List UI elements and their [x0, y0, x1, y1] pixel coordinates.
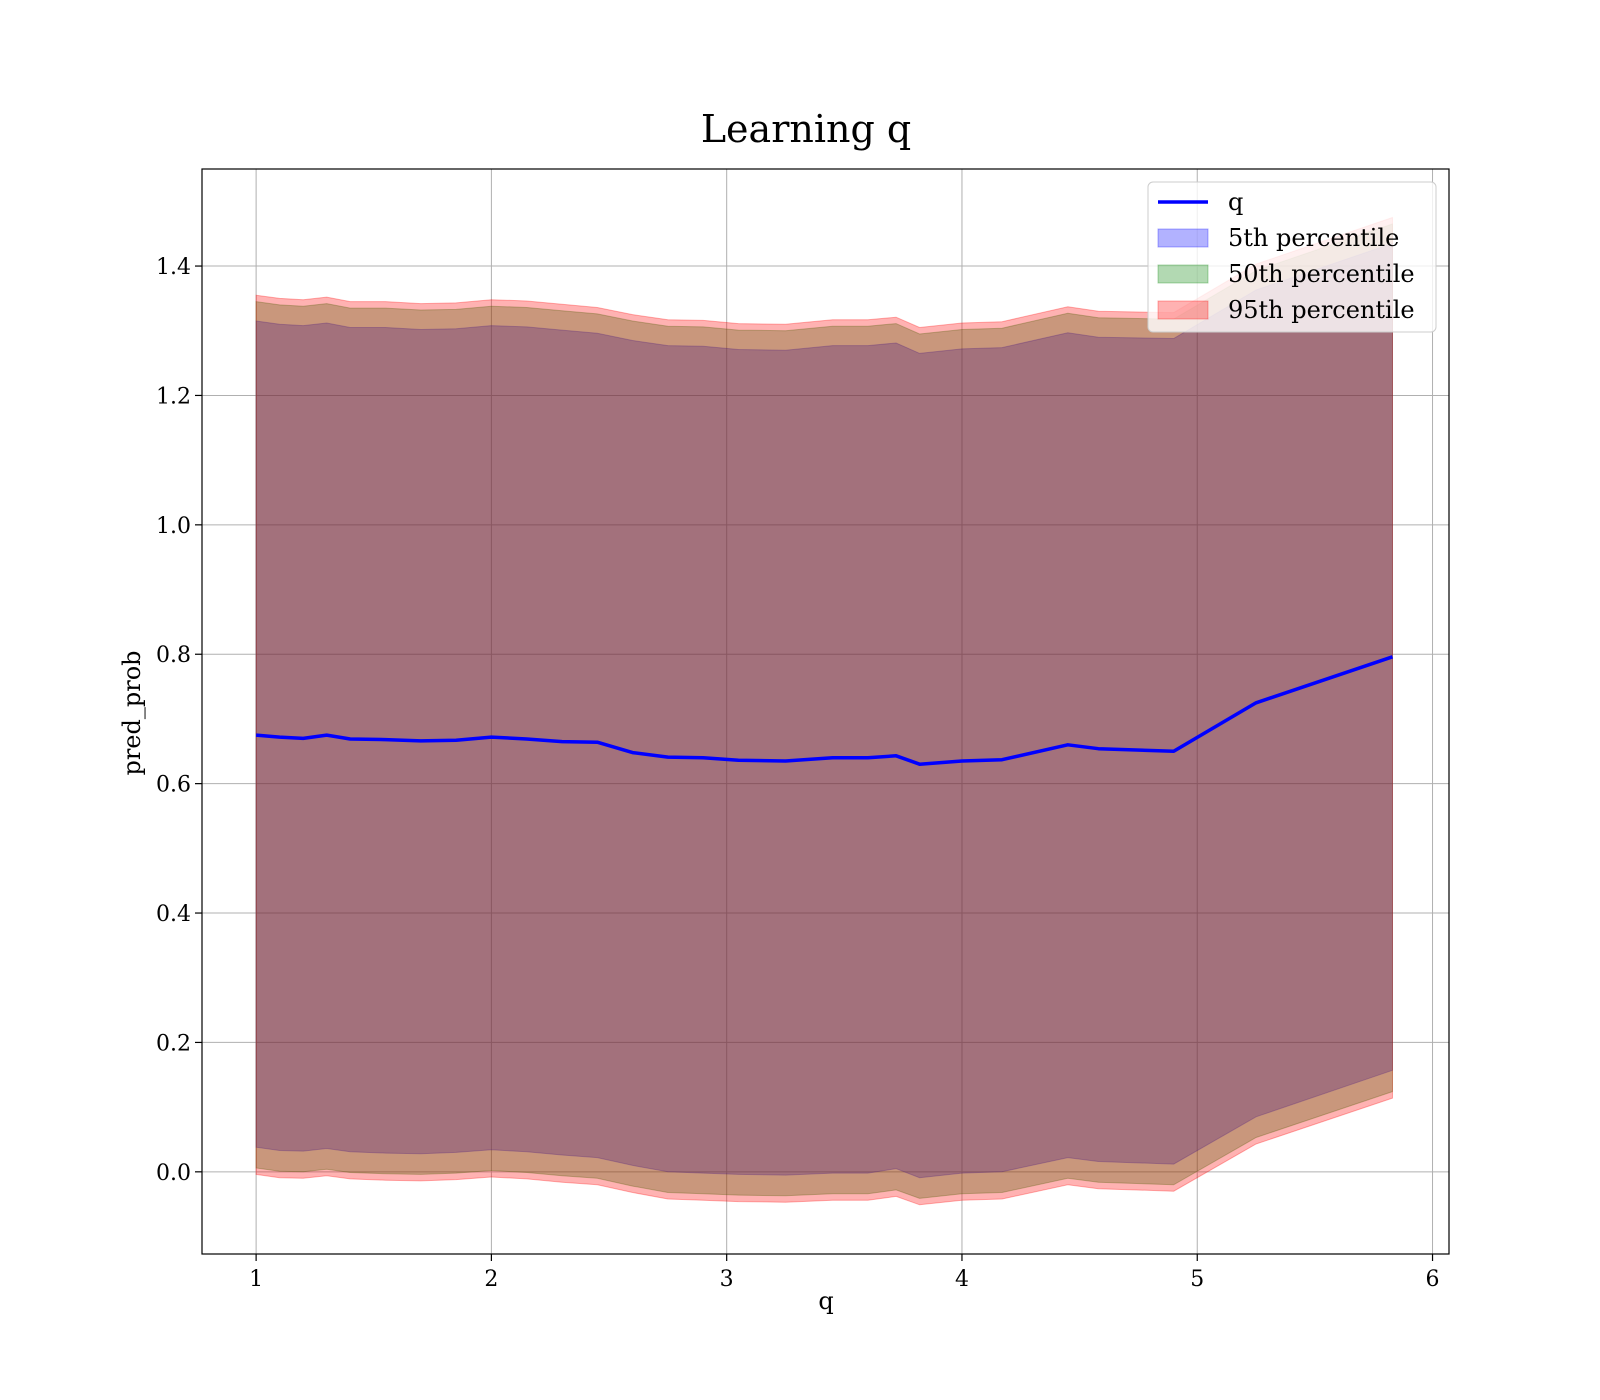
chart-title: Learning q [701, 107, 911, 151]
x-tick-label: 5 [1190, 1267, 1204, 1292]
y-tick-label: 0.4 [156, 902, 191, 927]
x-tick-label: 2 [484, 1267, 498, 1292]
legend-label: 95th percentile [1228, 296, 1415, 324]
y-axis-label: pred_prob [118, 650, 146, 775]
x-tick-label: 6 [1426, 1267, 1440, 1292]
legend-label: q [1228, 188, 1243, 216]
legend-swatch-patch [1157, 300, 1209, 320]
y-tick-label: 0.8 [156, 643, 191, 668]
legend-box [1147, 181, 1437, 333]
legend-label: 5th percentile [1228, 224, 1399, 252]
axis-ticks: 1 2 3 4 5 6 0.0 0.2 0.4 0.6 0.8 1.0 1.2 1.4 [156, 255, 1440, 1292]
percentile-bands [255, 216, 1393, 1206]
legend: q 5th percentile 50th percentile 95th perce… [1147, 181, 1437, 333]
series-lines [255, 655, 1394, 766]
series-line-q [255, 655, 1394, 766]
y-tick-label: 0.6 [156, 773, 191, 798]
x-tick-label: 3 [720, 1267, 734, 1292]
y-tick-label: 0.2 [156, 1031, 191, 1056]
x-axis-label: q [818, 1287, 833, 1315]
legend-swatch-patch [1157, 228, 1209, 248]
y-tick-label: 0.0 [156, 1161, 191, 1186]
x-tick-label: 4 [955, 1267, 969, 1292]
band-50th [255, 223, 1393, 1199]
legend-swatch-patch [1157, 264, 1209, 284]
x-tick-label: 1 [249, 1267, 263, 1292]
legend-label: 50th percentile [1228, 260, 1415, 288]
y-tick-label: 1.2 [156, 384, 191, 409]
plot-frame [201, 168, 1450, 1255]
grid [202, 169, 1449, 1254]
band-5th [255, 242, 1393, 1179]
y-tick-label: 1.0 [156, 514, 191, 539]
band-95th [255, 216, 1393, 1206]
y-tick-label: 1.4 [156, 255, 191, 280]
